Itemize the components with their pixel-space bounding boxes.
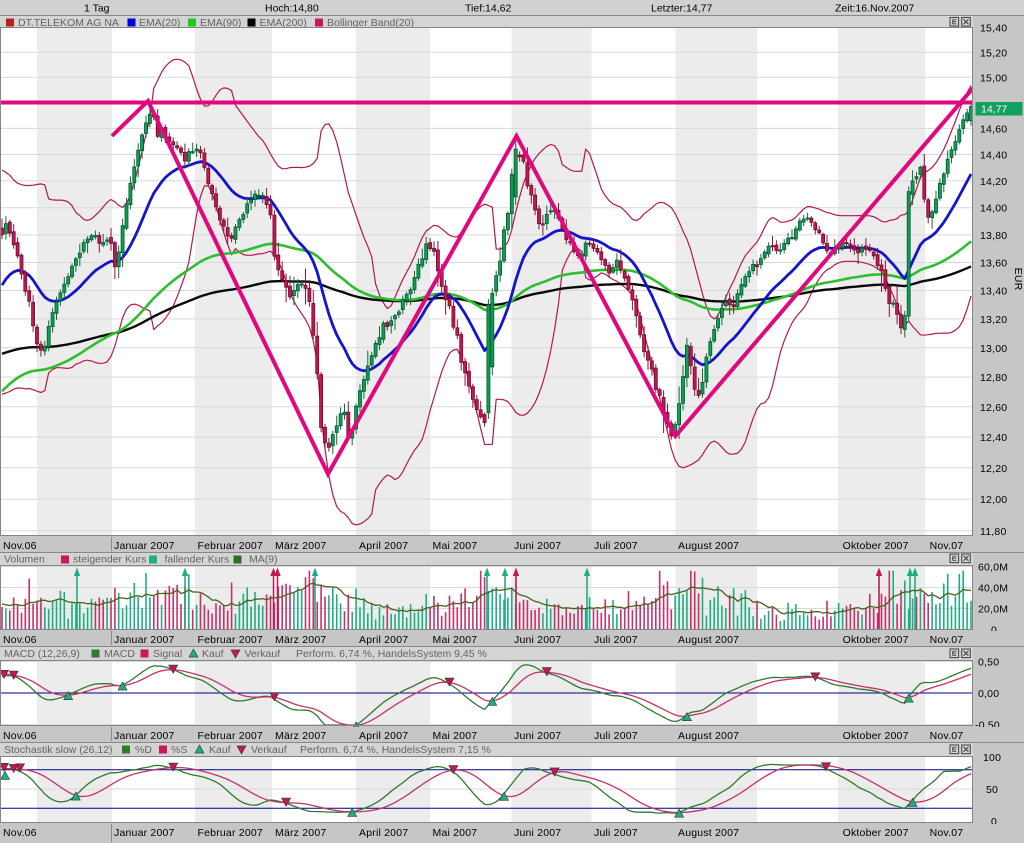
svg-text:Juli 2007: Juli 2007 bbox=[594, 540, 638, 552]
svg-text:%S: %S bbox=[171, 744, 187, 756]
svg-text:14,20: 14,20 bbox=[980, 176, 1007, 188]
svg-text:0,50: 0,50 bbox=[978, 657, 999, 669]
svg-text:Perform. 6,74 %, HandelsSystem: Perform. 6,74 %, HandelsSystem 7,15 % bbox=[300, 744, 491, 756]
svg-text:Bollinger Band(20): Bollinger Band(20) bbox=[327, 17, 414, 29]
svg-text:Hoch:14,80: Hoch:14,80 bbox=[265, 3, 319, 15]
svg-text:Zeit:16.Nov.2007: Zeit:16.Nov.2007 bbox=[835, 3, 914, 15]
svg-text:April 2007: April 2007 bbox=[359, 827, 408, 839]
svg-text:Signal: Signal bbox=[153, 648, 182, 660]
svg-text:Letzter:14,77: Letzter:14,77 bbox=[651, 3, 712, 15]
svg-text:13,40: 13,40 bbox=[980, 286, 1007, 298]
svg-text:%D: %D bbox=[135, 744, 152, 756]
svg-text:14,00: 14,00 bbox=[980, 203, 1007, 215]
svg-text:15,00: 15,00 bbox=[980, 72, 1007, 84]
svg-text:April 2007: April 2007 bbox=[359, 634, 408, 646]
svg-text:Mai 2007: Mai 2007 bbox=[433, 730, 478, 742]
svg-text:12,80: 12,80 bbox=[980, 372, 1007, 384]
svg-text:Kauf: Kauf bbox=[209, 744, 231, 756]
svg-text:0: 0 bbox=[991, 625, 997, 637]
svg-text:Februar 2007: Februar 2007 bbox=[198, 634, 263, 646]
svg-text:40,0M: 40,0M bbox=[978, 583, 1008, 595]
svg-text:Juli 2007: Juli 2007 bbox=[594, 634, 638, 646]
svg-text:MACD (12,26,9): MACD (12,26,9) bbox=[4, 648, 80, 660]
svg-text:Oktober 2007: Oktober 2007 bbox=[843, 634, 909, 646]
svg-text:März 2007: März 2007 bbox=[275, 827, 326, 839]
svg-text:Nov.06: Nov.06 bbox=[3, 827, 37, 839]
svg-text:Kauf: Kauf bbox=[202, 648, 224, 660]
svg-text:15,40: 15,40 bbox=[980, 23, 1007, 35]
svg-text:Juni 2007: Juni 2007 bbox=[514, 730, 561, 742]
svg-text:12,60: 12,60 bbox=[980, 402, 1007, 414]
svg-text:fallender Kurs: fallender Kurs bbox=[165, 554, 230, 566]
svg-text:Verkauf: Verkauf bbox=[251, 744, 287, 756]
svg-text:14,77: 14,77 bbox=[981, 104, 1007, 116]
svg-text:Oktober 2007: Oktober 2007 bbox=[843, 730, 909, 742]
svg-text:April 2007: April 2007 bbox=[359, 730, 408, 742]
svg-text:DT.TELEKOM AG NA: DT.TELEKOM AG NA bbox=[18, 17, 119, 29]
svg-text:13,80: 13,80 bbox=[980, 230, 1007, 242]
svg-text:August 2007: August 2007 bbox=[678, 827, 739, 839]
svg-text:Juli 2007: Juli 2007 bbox=[594, 827, 638, 839]
svg-text:14,60: 14,60 bbox=[980, 123, 1007, 135]
svg-text:12,20: 12,20 bbox=[980, 463, 1007, 475]
svg-text:Juni 2007: Juni 2007 bbox=[514, 540, 561, 552]
svg-text:12,40: 12,40 bbox=[980, 432, 1007, 444]
svg-text:Februar 2007: Februar 2007 bbox=[198, 827, 263, 839]
svg-text:MA(9): MA(9) bbox=[249, 554, 278, 566]
svg-text:EUR: EUR bbox=[1012, 268, 1024, 291]
svg-text:Januar 2007: Januar 2007 bbox=[114, 827, 175, 839]
svg-text:August 2007: August 2007 bbox=[678, 540, 739, 552]
svg-text:13,60: 13,60 bbox=[980, 258, 1007, 270]
svg-text:13,00: 13,00 bbox=[980, 343, 1007, 355]
svg-text:Oktober 2007: Oktober 2007 bbox=[843, 827, 909, 839]
svg-text:Februar 2007: Februar 2007 bbox=[198, 540, 263, 552]
svg-text:0,00: 0,00 bbox=[978, 688, 999, 700]
svg-text:März 2007: März 2007 bbox=[275, 634, 326, 646]
svg-text:1 Tag: 1 Tag bbox=[84, 3, 110, 15]
svg-text:Oktober 2007: Oktober 2007 bbox=[843, 540, 909, 552]
svg-text:August 2007: August 2007 bbox=[678, 730, 739, 742]
svg-text:Januar 2007: Januar 2007 bbox=[114, 730, 175, 742]
svg-text:60,0M: 60,0M bbox=[978, 562, 1008, 574]
svg-text:Verkauf: Verkauf bbox=[245, 648, 281, 660]
svg-text:Stochastik slow (26,12): Stochastik slow (26,12) bbox=[4, 744, 113, 756]
svg-text:EMA(20): EMA(20) bbox=[139, 17, 180, 29]
svg-text:Januar 2007: Januar 2007 bbox=[114, 634, 175, 646]
svg-text:Nov.07: Nov.07 bbox=[930, 730, 964, 742]
svg-text:März 2007: März 2007 bbox=[275, 730, 326, 742]
svg-text:Nov.07: Nov.07 bbox=[930, 827, 964, 839]
svg-text:0: 0 bbox=[991, 816, 997, 828]
svg-text:15,20: 15,20 bbox=[980, 47, 1007, 59]
svg-text:Tief:14,62: Tief:14,62 bbox=[465, 3, 511, 15]
svg-text:Perform. 6,74 %, HandelsSystem: Perform. 6,74 %, HandelsSystem 9,45 % bbox=[296, 648, 487, 660]
svg-text:Mai 2007: Mai 2007 bbox=[433, 634, 478, 646]
svg-text:Juni 2007: Juni 2007 bbox=[514, 827, 561, 839]
svg-text:50: 50 bbox=[986, 784, 998, 796]
svg-text:20,0M: 20,0M bbox=[978, 604, 1008, 616]
svg-text:EMA(200): EMA(200) bbox=[260, 17, 307, 29]
svg-text:April 2007: April 2007 bbox=[359, 540, 408, 552]
svg-text:100: 100 bbox=[983, 752, 1001, 764]
svg-text:Volumen: Volumen bbox=[4, 554, 45, 566]
svg-text:12,00: 12,00 bbox=[980, 494, 1007, 506]
svg-text:Juni 2007: Juni 2007 bbox=[514, 634, 561, 646]
svg-text:Januar 2007: Januar 2007 bbox=[114, 540, 175, 552]
svg-text:11,80: 11,80 bbox=[980, 526, 1007, 538]
svg-text:Nov.07: Nov.07 bbox=[930, 540, 964, 552]
svg-text:August 2007: August 2007 bbox=[678, 634, 739, 646]
svg-text:Februar 2007: Februar 2007 bbox=[198, 730, 263, 742]
svg-text:Nov.06: Nov.06 bbox=[3, 634, 37, 646]
svg-text:Juli 2007: Juli 2007 bbox=[594, 730, 638, 742]
svg-text:März 2007: März 2007 bbox=[275, 540, 326, 552]
svg-text:Nov.07: Nov.07 bbox=[930, 634, 964, 646]
svg-text:14,40: 14,40 bbox=[980, 150, 1007, 162]
svg-text:13,20: 13,20 bbox=[980, 314, 1007, 326]
svg-text:Nov.06: Nov.06 bbox=[3, 540, 37, 552]
svg-text:steigender Kurs: steigender Kurs bbox=[73, 554, 147, 566]
svg-text:Nov.06: Nov.06 bbox=[3, 730, 37, 742]
svg-text:Mai 2007: Mai 2007 bbox=[433, 540, 478, 552]
svg-text:MACD: MACD bbox=[104, 648, 135, 660]
svg-text:Mai 2007: Mai 2007 bbox=[433, 827, 478, 839]
svg-text:EMA(90): EMA(90) bbox=[200, 17, 241, 29]
